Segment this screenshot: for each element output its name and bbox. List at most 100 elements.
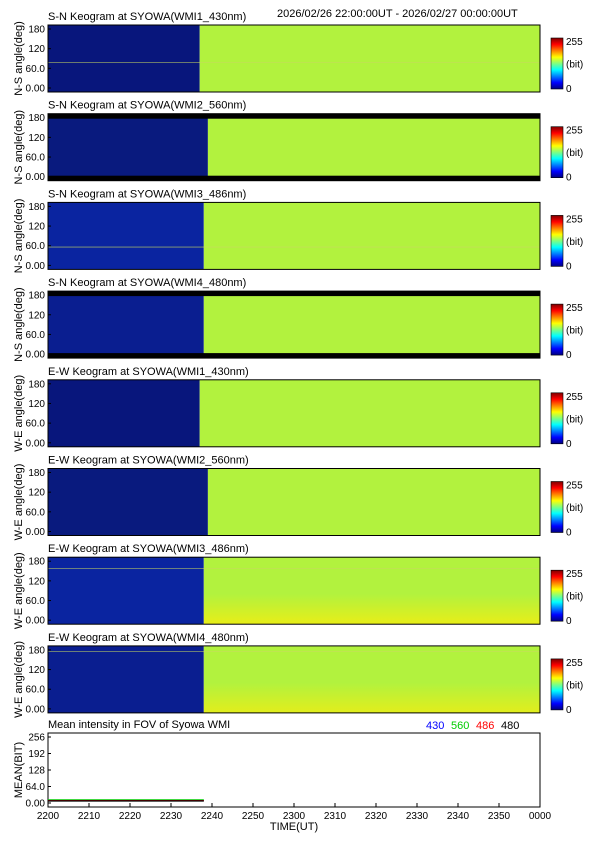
y-tick-label: 120 (28, 399, 45, 410)
colorbar-max-label: 255 (566, 392, 583, 403)
plot-title: Mean intensity in FOV of Syowa WMI (48, 719, 230, 731)
x-tick-label: 2350 (488, 811, 511, 822)
y-axis-label: W-E angle(deg) (13, 641, 25, 718)
y-tick-label: 120 (28, 665, 45, 676)
keogram-dark-region (48, 468, 208, 536)
colorbar (550, 126, 564, 178)
colorbar-unit-label: (bit) (566, 237, 583, 248)
y-tick-label: 180 (28, 645, 45, 656)
keogram-edge-band-bottom (48, 353, 540, 359)
keogram-bright-region (203, 645, 541, 713)
keogram-panel: E-W Keogram at SYOWA(WMI3_486nm)180 120 60… (13, 543, 583, 629)
panel-frame (47, 645, 541, 714)
colorbar (550, 481, 564, 533)
colorbar-unit-label: (bit) (566, 680, 583, 691)
colorbar (550, 569, 564, 622)
panel-frame (47, 201, 541, 270)
y-tick-label: 60.0 (26, 153, 46, 164)
colorbar-unit-label: (bit) (566, 592, 583, 603)
colorbar-unit-label: (bit) (566, 414, 583, 425)
colorbar-max-label: 255 (566, 126, 583, 137)
panel-frame (47, 556, 541, 625)
colorbar-unit-label: (bit) (566, 148, 583, 159)
y-tick-label: 0.00 (26, 261, 46, 272)
keogram-dark-region (48, 202, 204, 270)
keogram-bright-region (199, 379, 540, 447)
y-tick-label: 120 (28, 310, 45, 321)
colorbar-max-label: 255 (566, 481, 583, 492)
y-axis-label: W-E angle(deg) (13, 464, 25, 541)
x-axis-label: TIME(UT) (270, 821, 318, 833)
x-tick-label: 2250 (242, 811, 265, 822)
y-tick-label: 120 (28, 576, 45, 587)
colorbar-unit-label: (bit) (566, 326, 583, 337)
keogram-edge-band-top (48, 113, 540, 119)
keogram-panel: S-N Keogram at SYOWA(WMI2_560nm)180 120 60… (13, 100, 583, 185)
y-axis-label: W-E angle(deg) (13, 552, 25, 629)
y-axis-label: N-S angle(deg) (13, 110, 25, 185)
keogram-panel: E-W Keogram at SYOWA(WMI2_560nm)180 120 60… (13, 455, 583, 541)
colorbar-max-label: 255 (566, 569, 583, 580)
y-tick-label: 60.0 (26, 64, 46, 75)
legend-entry-560: 560 (451, 720, 469, 732)
y-tick-label: 0.00 (26, 172, 46, 183)
panel-frame (47, 290, 541, 359)
y-tick-label: 180 (28, 202, 45, 213)
y-tick-label: 180 (28, 557, 45, 568)
colorbar-max-label: 255 (566, 37, 583, 48)
y-tick-label: 0.00 (26, 527, 46, 538)
date-range-header: 2026/02/26 22:00:00UT - 2026/02/27 00:00… (277, 8, 518, 20)
colorbar-min-label: 0 (566, 439, 572, 450)
colorbar-max-label: 255 (566, 658, 583, 669)
colorbar (550, 392, 564, 445)
colorbar-min-label: 0 (566, 705, 572, 716)
y-tick-label: 0.00 (26, 350, 46, 361)
colorbar (550, 303, 564, 356)
y-axis-label: W-E angle(deg) (13, 375, 25, 452)
x-tick-label: 2330 (406, 811, 429, 822)
keogram-panel: S-N Keogram at SYOWA(WMI1_430nm)180 120 60… (13, 11, 583, 96)
keogram-bright-region (203, 202, 541, 270)
plot-frame (47, 732, 541, 808)
keogram-bright-region (203, 557, 541, 625)
legend-entry-480: 480 (501, 720, 519, 732)
y-tick-label: 180 (28, 468, 45, 479)
y-tick-label: 60.0 (26, 596, 46, 607)
y-tick-label: 0.00 (26, 616, 46, 627)
y-tick-label: 192 (28, 749, 45, 760)
colorbar-unit-label: (bit) (566, 60, 583, 71)
keogram-bright-region (207, 468, 540, 536)
y-tick-label: 120 (28, 488, 45, 499)
legend-entry-430: 430 (426, 720, 444, 732)
y-tick-label: 256 (28, 733, 45, 744)
keogram-dark-region (48, 25, 200, 92)
colorbar-max-label: 255 (566, 303, 583, 314)
colorbar-min-label: 0 (566, 173, 572, 184)
keogram-dark-region (48, 113, 208, 181)
colorbar-min-label: 0 (566, 261, 572, 272)
panel-frame (47, 113, 541, 182)
keogram-bright-region (199, 25, 540, 92)
colorbar-unit-label: (bit) (566, 503, 583, 514)
y-axis-label: N-S angle(deg) (13, 287, 25, 362)
keogram-panel: S-N Keogram at SYOWA(WMI3_486nm)180 120 60… (13, 188, 583, 273)
colorbar (550, 37, 564, 90)
colorbar (550, 215, 564, 267)
y-tick-label: 0.00 (26, 84, 46, 95)
y-tick-label: 180 (28, 25, 45, 36)
keogram-panel: S-N Keogram at SYOWA(WMI4_480nm)180 120 60… (13, 277, 583, 362)
colorbar-max-label: 255 (566, 214, 583, 225)
panel-frame (47, 468, 541, 536)
y-tick-label: 60.0 (26, 419, 46, 430)
y-tick-label: 128 (28, 766, 45, 777)
y-tick-label: 180 (28, 291, 45, 302)
legend-entry-486: 486 (476, 720, 494, 732)
y-tick-label: 0.00 (26, 704, 46, 715)
y-tick-label: 60.0 (26, 241, 46, 252)
y-axis-label: N-S angle(deg) (13, 199, 25, 274)
y-tick-label: 180 (28, 379, 45, 390)
x-tick-label: 2310 (324, 811, 347, 822)
y-axis-label: MEAN(BIT) (13, 742, 25, 798)
